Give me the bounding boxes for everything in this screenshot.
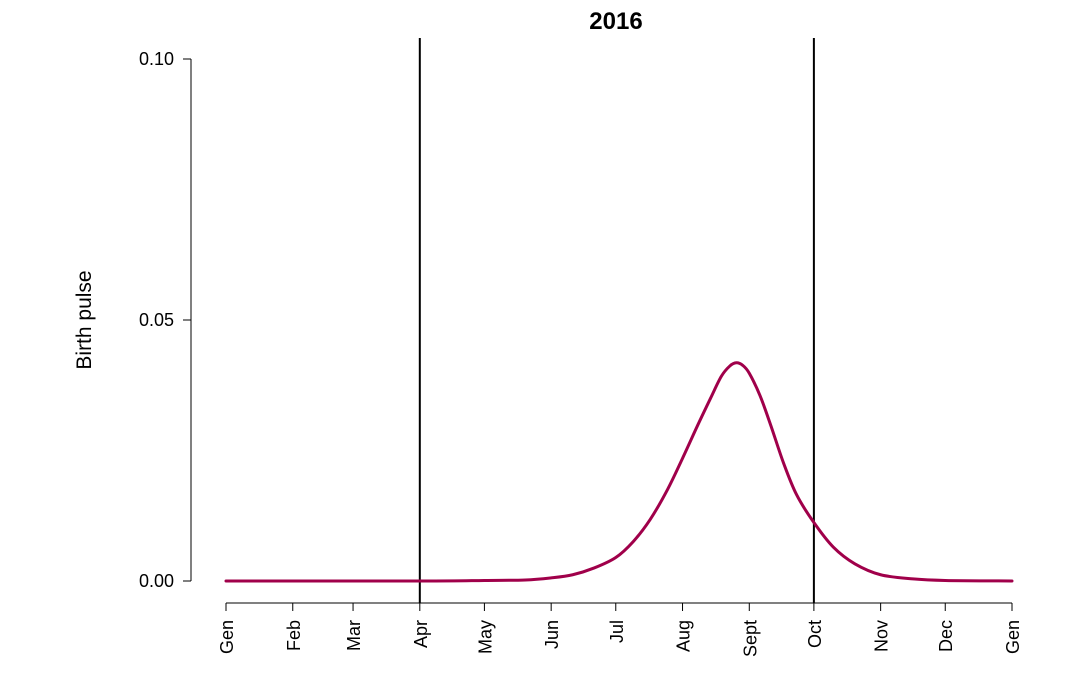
x-tick-label: Sept bbox=[740, 620, 760, 657]
series-group bbox=[224, 361, 1014, 583]
y-axis-ticks: 0.00 0.05 0.10 bbox=[139, 49, 191, 591]
x-tick-label: Feb bbox=[284, 620, 304, 651]
x-tick-label: Mar bbox=[344, 620, 364, 651]
x-tick-label: Jul bbox=[607, 620, 627, 643]
y-tick-label: 0.05 bbox=[139, 310, 174, 330]
x-tick-label: May bbox=[475, 620, 495, 654]
x-tick-label: Jun bbox=[542, 620, 562, 649]
birth-pulse-line bbox=[224, 361, 1014, 583]
x-tick-label: Gen bbox=[1003, 620, 1023, 654]
y-axis-label: Birth pulse bbox=[73, 270, 96, 369]
reference-lines bbox=[418, 38, 815, 603]
y-tick-label: 0.00 bbox=[139, 571, 174, 591]
x-tick-label: Nov bbox=[872, 620, 892, 652]
y-tick-label: 0.10 bbox=[139, 49, 174, 69]
x-tick-label: Gen bbox=[217, 620, 237, 654]
chart-title: 2016 bbox=[589, 8, 642, 35]
x-tick-label: Oct bbox=[805, 620, 825, 648]
x-tick-label: Dec bbox=[936, 620, 956, 652]
x-tick-label: Aug bbox=[674, 620, 694, 652]
x-axis-ticks: Gen Feb Mar Apr May Jun Jul Aug Sept Oct Nov Dec Gen bbox=[217, 603, 1023, 657]
x-tick-label: Apr bbox=[411, 620, 431, 648]
